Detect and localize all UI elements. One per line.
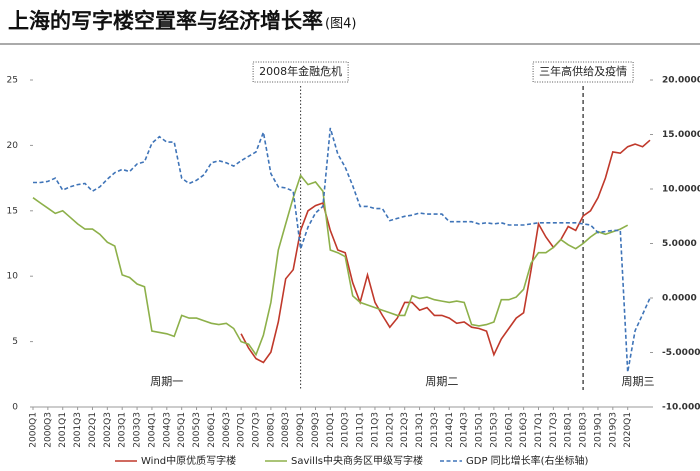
x-tick-label: 2003Q1 [118,412,128,448]
y-tick-label: 15 [7,206,18,216]
series-line [240,139,651,364]
y2-tick-label: -5.0000 [662,348,700,358]
legend-label: Wind中原优质写字楼 [141,454,236,467]
x-tick-label: 2016Q3 [519,412,529,448]
y2-tick-label: 20.0000 [662,76,700,86]
y2-tick-label: 15.0000 [662,130,700,140]
x-tick-label: 2013Q3 [430,412,440,448]
x-tick-label: 2005Q1 [177,412,187,448]
x-tick-label: 2001Q1 [58,412,68,448]
x-tick-label: 2006Q3 [222,412,232,448]
figure-label: (图4) [325,17,356,32]
series-line [32,173,629,357]
region-label: 周期二 [425,375,458,388]
x-tick-label: 2007Q3 [252,412,262,448]
x-tick-label: 2014Q3 [460,412,470,448]
x-tick-label: 2004Q3 [162,412,172,448]
x-tick-label: 2000Q3 [43,412,53,448]
region-label: 周期三 [622,375,655,388]
x-tick-label: 2002Q3 [103,412,113,448]
x-tick-label: 2016Q1 [504,412,514,448]
y2-tick-label: 0.0000 [662,294,697,304]
x-tick-label: 2006Q1 [207,412,217,448]
y2-tick-label: -10.0000 [662,403,700,413]
x-tick-label: 2009Q1 [296,412,306,448]
x-tick-label: 2015Q3 [489,412,499,448]
x-tick-label: 2018Q3 [579,412,589,448]
x-tick-label: 2003Q3 [133,412,143,448]
y-tick-label: 25 [7,76,18,86]
region-label: 周期一 [150,375,183,388]
x-tick-label: 2019Q1 [593,412,603,448]
x-tick-label: 2019Q3 [608,412,618,448]
x-tick-label: 2007Q1 [237,412,247,448]
y2-tick-label: 5.0000 [662,239,697,249]
legend-label: GDP 同比增长率(右坐标轴) [466,454,589,467]
y-tick-label: 0 [12,403,18,413]
x-tick-label: 2008Q3 [281,412,291,448]
x-tick-label: 2012Q3 [400,412,410,448]
y-tick-label: 5 [12,337,18,347]
x-tick-label: 2000Q1 [29,412,39,448]
x-tick-label: 2013Q1 [415,412,425,448]
x-tick-label: 2017Q3 [549,412,559,448]
annotation-text: 2008年金融危机 [259,64,342,78]
x-tick-label: 2009Q3 [311,412,321,448]
x-tick-label: 2012Q1 [385,412,395,448]
series-line [33,127,651,373]
x-tick-label: 2002Q1 [88,412,98,448]
x-tick-label: 2018Q1 [564,412,574,448]
x-tick-label: 2004Q1 [147,412,157,448]
y-tick-label: 10 [7,272,19,282]
x-tick-label: 2001Q3 [73,412,83,448]
annotation-box [252,61,349,83]
x-tick-label: 2020Q1 [623,412,633,448]
x-tick-label: 2011Q1 [356,412,366,448]
x-tick-label: 2015Q1 [475,412,485,448]
x-tick-label: 2014Q1 [445,412,455,448]
chart-title: 上海的写字楼空置率与经济增长率 [8,9,323,33]
x-tick-label: 2017Q1 [534,412,544,448]
legend-label: Savills中央商务区甲级写字楼 [291,454,423,467]
y-tick-label: 20 [7,141,19,151]
annotation-box [532,61,634,83]
annotation-text: 三年高供给及疫情 [539,64,627,78]
x-tick-label: 2010Q3 [341,412,351,448]
y2-tick-label: 10.0000 [662,185,700,195]
x-tick-label: 2011Q3 [370,412,380,448]
x-tick-label: 2005Q3 [192,412,202,448]
x-tick-label: 2008Q1 [266,412,276,448]
x-tick-label: 2010Q1 [326,412,336,448]
